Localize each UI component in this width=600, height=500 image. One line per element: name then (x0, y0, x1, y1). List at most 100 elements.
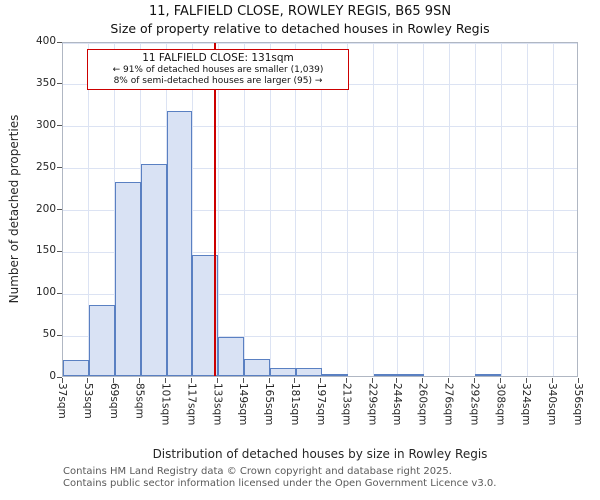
gridline-horizontal (63, 251, 577, 253)
y-tick-label: 300 (35, 118, 56, 131)
y-tick-label: 200 (35, 202, 56, 215)
gridline-vertical (423, 43, 425, 376)
x-tick-label: 308sqm (494, 383, 507, 426)
x-tick-mark (139, 378, 141, 383)
gridline-vertical (269, 43, 271, 376)
y-tick-label: 0 (49, 370, 56, 382)
histogram-bar (373, 374, 398, 376)
y-tick-label: 50 (42, 328, 56, 341)
gridline-horizontal (63, 335, 577, 337)
x-tick-mark (268, 378, 270, 383)
footer-licence: Contains public sector information licen… (63, 478, 497, 489)
x-tick-mark (165, 378, 167, 383)
histogram-bar (321, 373, 348, 376)
y-tick-mark (57, 250, 62, 252)
y-tick-mark (57, 292, 62, 294)
gridline-vertical (191, 43, 193, 376)
gridline-vertical (449, 43, 451, 376)
gridline-vertical (552, 43, 554, 376)
gridline-vertical (88, 43, 90, 376)
property-size-marker-line (214, 43, 216, 376)
histogram-bar (140, 164, 167, 376)
x-tick-label: 85sqm (133, 383, 146, 419)
x-tick-mark (190, 378, 192, 383)
gridline-horizontal (63, 168, 577, 170)
x-tick-label: 101sqm (159, 383, 172, 426)
x-tick-label: 324sqm (520, 383, 533, 426)
gridline-vertical (500, 43, 502, 376)
histogram-bar (270, 368, 296, 376)
footer-copyright: Contains HM Land Registry data © Crown c… (63, 466, 452, 477)
x-tick-label: 197sqm (314, 383, 327, 426)
x-tick-mark (499, 378, 501, 383)
annotation-larger-stat: 8% of semi-detached houses are larger (9… (113, 76, 323, 86)
gridline-vertical (526, 43, 528, 376)
histogram-bar (88, 304, 115, 376)
y-tick-mark (57, 209, 62, 210)
gridline-vertical (295, 43, 297, 376)
annotation-smaller-stat: ← 91% of detached houses are smaller (1,… (112, 65, 324, 75)
y-tick-mark (57, 334, 62, 336)
x-tick-mark (242, 378, 244, 383)
y-tick-mark (57, 41, 62, 43)
histogram-bar (166, 111, 193, 376)
x-axis-label: Distribution of detached houses by size … (152, 447, 488, 461)
x-tick-mark (525, 378, 527, 383)
y-tick-mark (57, 376, 62, 378)
x-tick-mark (448, 378, 450, 383)
histogram-bar (475, 374, 502, 376)
x-tick-mark (320, 378, 322, 383)
x-tick-mark (346, 378, 348, 383)
x-tick-label: 229sqm (366, 383, 379, 426)
gridline-vertical (474, 43, 476, 376)
y-tick-label: 150 (35, 244, 56, 257)
x-tick-label: 260sqm (416, 383, 429, 426)
y-tick-mark (57, 125, 62, 127)
histogram-bar (218, 336, 245, 376)
gridline-vertical (217, 43, 219, 376)
histogram-bar (192, 255, 219, 376)
x-tick-label: 213sqm (340, 383, 353, 426)
gridline-vertical (373, 43, 375, 376)
gridline-horizontal (63, 293, 577, 295)
x-tick-mark (396, 378, 398, 383)
gridline-vertical (243, 43, 245, 376)
histogram-bar (397, 374, 424, 376)
x-tick-label: 133sqm (211, 383, 224, 426)
x-tick-mark (422, 378, 424, 383)
x-tick-label: 53sqm (81, 383, 94, 419)
x-tick-mark (372, 378, 374, 383)
x-tick-label: 149sqm (237, 383, 250, 426)
x-tick-mark (61, 378, 63, 383)
x-tick-label: 37sqm (56, 383, 68, 419)
x-tick-label: 356sqm (572, 383, 584, 426)
histogram-bar (295, 368, 322, 376)
x-tick-mark (551, 378, 553, 383)
histogram-bar (244, 359, 271, 376)
plot-area (62, 42, 578, 377)
y-tick-mark (57, 167, 62, 169)
x-tick-label: 276sqm (442, 383, 455, 426)
x-tick-label: 117sqm (185, 383, 198, 426)
annotation-box: 11 FALFIELD CLOSE: 131sqm ← 91% of detac… (87, 49, 349, 90)
y-tick-label: 250 (35, 160, 56, 173)
annotation-title: 11 FALFIELD CLOSE: 131sqm (142, 52, 294, 64)
gridline-horizontal (63, 42, 577, 44)
x-tick-label: 340sqm (546, 383, 559, 426)
y-axis-label: Number of detached properties (7, 114, 21, 304)
chart-title: 11, FALFIELD CLOSE, ROWLEY REGIS, B65 9S… (148, 4, 452, 19)
x-tick-mark (216, 378, 218, 383)
chart-subtitle: Size of property relative to detached ho… (110, 21, 490, 36)
gridline-horizontal (63, 210, 577, 211)
histogram-bar (114, 181, 141, 376)
y-tick-label: 350 (35, 76, 56, 89)
y-tick-mark (57, 83, 62, 85)
gridline-vertical (397, 43, 399, 376)
x-tick-label: 292sqm (468, 383, 481, 426)
gridline-horizontal (63, 126, 577, 128)
x-tick-label: 165sqm (263, 383, 276, 426)
gridline-vertical (347, 43, 349, 376)
x-tick-label: 181sqm (288, 383, 301, 426)
y-tick-label: 100 (35, 286, 56, 299)
